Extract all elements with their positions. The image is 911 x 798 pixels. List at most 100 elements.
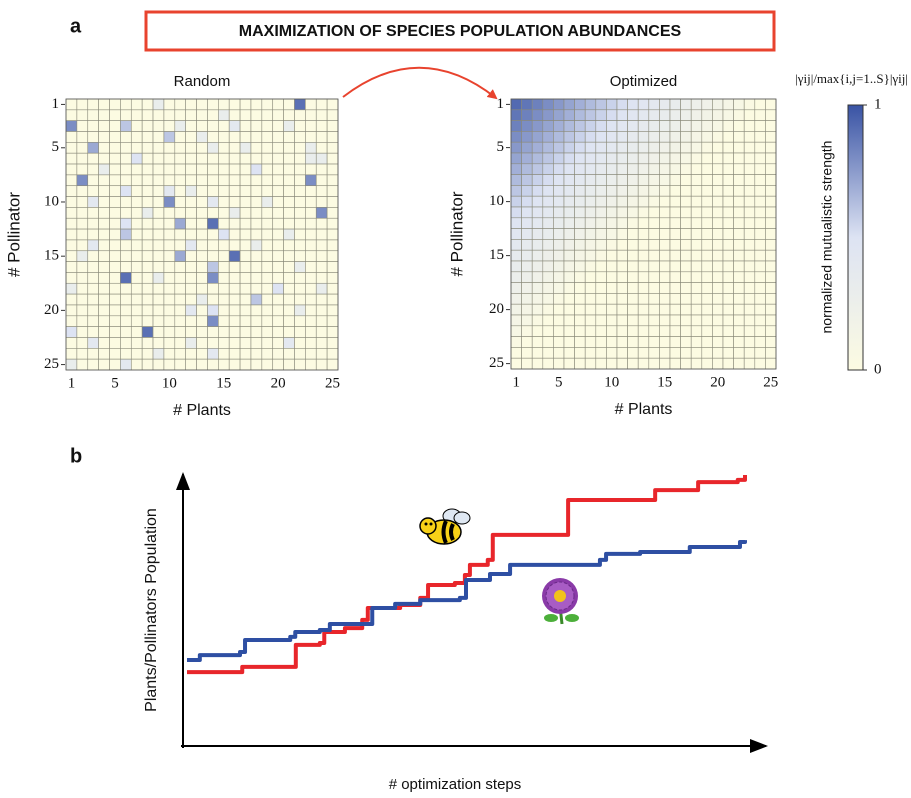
heat-cell <box>141 228 154 241</box>
heat-cell <box>616 260 628 273</box>
heat-cell <box>754 120 766 132</box>
heat-cell <box>701 141 713 154</box>
heat-cell <box>690 163 703 175</box>
heat-cell <box>574 293 586 305</box>
heat-cell <box>521 282 533 294</box>
heat-cell <box>659 336 671 348</box>
heat-cell <box>152 185 165 197</box>
heat-cell <box>250 282 263 295</box>
heat-cell <box>669 303 681 316</box>
heat-cell <box>521 314 533 327</box>
heat-cell <box>98 174 110 187</box>
heat-cell <box>553 314 565 327</box>
heat-cell <box>701 174 713 186</box>
heat-cell <box>163 282 176 295</box>
heat-cell <box>272 174 284 187</box>
colorbar <box>847 104 864 371</box>
heat-cell <box>65 152 78 165</box>
heat-cell <box>87 228 99 241</box>
heat-cell <box>174 217 186 230</box>
heat-cell <box>765 98 777 111</box>
heat-cell <box>722 131 734 143</box>
heat-cell <box>616 271 628 283</box>
heat-cell <box>76 131 89 143</box>
heat-cell <box>765 303 777 316</box>
heat-cell <box>669 195 681 208</box>
heat-cell <box>76 152 89 165</box>
heat-cell <box>185 358 197 371</box>
heat-cell <box>87 207 99 219</box>
heat-cell <box>553 239 565 251</box>
heat-cell <box>574 282 586 294</box>
heat-cell <box>152 142 165 154</box>
heat-cell <box>315 326 328 338</box>
heat-cell <box>574 174 586 186</box>
heat-cell <box>521 217 533 229</box>
heat-cell <box>109 304 121 317</box>
heat-cell <box>218 304 230 317</box>
heat-cell <box>218 326 230 338</box>
heat-cell <box>616 293 628 305</box>
heat-cell <box>701 347 713 359</box>
heat-cell <box>542 357 554 370</box>
heat-cell <box>315 272 328 284</box>
heat-cell <box>574 228 586 240</box>
heat-cell <box>98 196 110 208</box>
heat-cell <box>712 271 724 283</box>
heat-cell <box>637 239 650 251</box>
heat-cell <box>701 357 713 370</box>
heat-cell <box>531 347 544 359</box>
heat-cell <box>174 109 186 121</box>
heat-cell <box>65 261 78 273</box>
x-tick-label: 20 <box>710 374 725 390</box>
title-box <box>144 10 776 52</box>
heat-cell <box>218 315 230 327</box>
heat-cell <box>659 239 671 251</box>
heat-cell <box>250 174 263 187</box>
heat-cell <box>743 293 756 305</box>
heat-cell <box>616 152 628 165</box>
heat-cell <box>239 142 252 154</box>
line-series <box>187 540 747 663</box>
heat-cell <box>659 260 671 273</box>
heat-cell <box>76 98 89 111</box>
heat-cell <box>690 336 703 348</box>
heat-cell <box>542 347 554 359</box>
heat-cell <box>606 109 618 121</box>
heat-cell <box>765 228 777 240</box>
heat-cell <box>754 239 766 251</box>
heat-cell <box>250 109 263 121</box>
heat-cell <box>130 152 143 165</box>
heat-cell <box>659 206 671 219</box>
heat-cell <box>120 358 132 371</box>
heat-cell <box>326 272 339 284</box>
heat-cell <box>669 206 681 219</box>
heat-cell <box>207 293 219 306</box>
heat-cell <box>109 120 121 132</box>
heat-cell <box>606 120 618 132</box>
heat-cell <box>521 163 533 175</box>
heat-cell <box>765 271 777 283</box>
heat-cell <box>65 163 78 176</box>
heat-cell <box>141 337 154 349</box>
heat-cell <box>563 357 575 370</box>
heat-cell <box>87 250 99 262</box>
heat-cell <box>239 207 252 219</box>
heat-cell <box>521 325 533 337</box>
heat-cell <box>574 206 586 219</box>
heat-cell <box>563 314 575 327</box>
heat-cell <box>595 314 607 327</box>
heat-cell <box>76 272 89 284</box>
heat-cell <box>294 109 306 121</box>
heat-cell <box>130 348 143 360</box>
heat-cell <box>305 358 317 371</box>
x-tick-label: 20 <box>271 375 286 391</box>
heat-cell <box>637 314 650 327</box>
heat-cell <box>218 282 230 295</box>
heat-cell <box>690 98 703 111</box>
heat-cell <box>531 282 544 294</box>
heat-cell <box>595 109 607 121</box>
y-tick-label: 1 <box>52 96 60 112</box>
heat-cell <box>65 348 78 360</box>
heat-cell <box>648 109 660 121</box>
